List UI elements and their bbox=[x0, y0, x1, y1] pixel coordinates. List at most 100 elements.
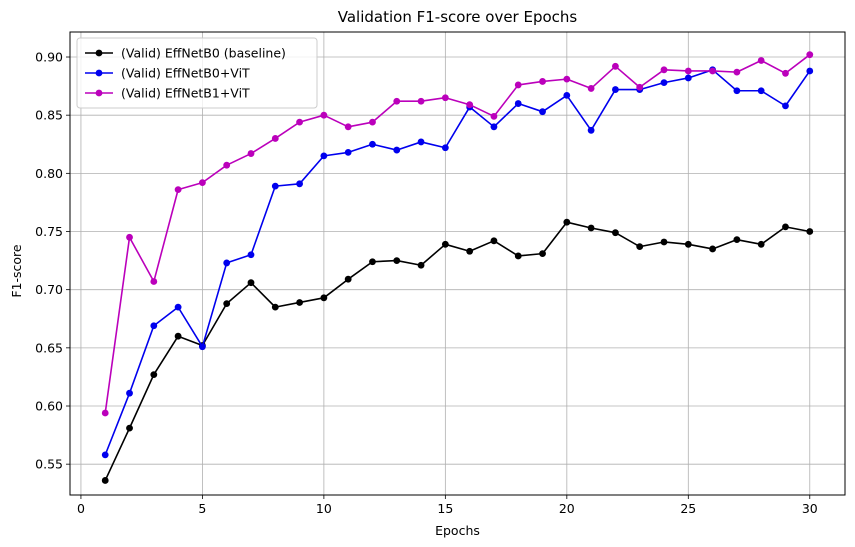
data-point bbox=[660, 238, 668, 246]
x-tick-label: 20 bbox=[559, 501, 575, 516]
data-point bbox=[441, 240, 449, 248]
data-point bbox=[563, 92, 571, 99]
data-point bbox=[247, 150, 255, 157]
data-point bbox=[101, 451, 109, 459]
data-point bbox=[612, 229, 619, 237]
data-point bbox=[466, 101, 474, 109]
data-point bbox=[539, 108, 546, 116]
data-point bbox=[344, 275, 352, 283]
data-point bbox=[684, 240, 692, 248]
data-point bbox=[417, 261, 425, 269]
data-point bbox=[563, 218, 571, 226]
data-point bbox=[417, 138, 425, 146]
y-tick-label: 0.80 bbox=[35, 166, 63, 181]
y-tick-label: 0.75 bbox=[35, 224, 63, 239]
data-point bbox=[514, 252, 522, 260]
data-point bbox=[782, 69, 789, 77]
data-point bbox=[101, 477, 109, 484]
data-point bbox=[514, 81, 522, 89]
y-tick-label: 0.60 bbox=[35, 399, 63, 414]
data-point bbox=[344, 149, 352, 156]
data-point bbox=[150, 322, 158, 330]
legend-marker bbox=[95, 89, 103, 97]
data-point bbox=[587, 224, 595, 232]
data-point bbox=[782, 223, 789, 231]
data-point bbox=[684, 67, 692, 75]
data-point bbox=[174, 186, 182, 194]
series-valid-effnetb0-vit bbox=[101, 66, 814, 459]
data-point bbox=[612, 62, 619, 70]
legend-item: (Valid) EffNetB0+ViT bbox=[85, 66, 250, 81]
legend-box bbox=[76, 37, 318, 109]
legend-item: (Valid) EffNetB0 (baseline) bbox=[85, 46, 286, 61]
data-point bbox=[101, 409, 109, 417]
legend-label: (Valid) EffNetB0+ViT bbox=[121, 66, 250, 81]
data-point bbox=[587, 85, 595, 92]
data-point bbox=[271, 303, 279, 311]
data-point bbox=[733, 236, 741, 244]
data-point bbox=[490, 112, 498, 120]
data-point bbox=[490, 237, 498, 245]
data-point bbox=[466, 247, 474, 255]
data-point bbox=[223, 300, 231, 308]
data-point bbox=[733, 87, 741, 95]
legend-marker bbox=[95, 49, 103, 57]
data-point bbox=[393, 97, 401, 105]
data-point bbox=[223, 259, 231, 267]
data-point bbox=[417, 97, 425, 105]
data-point bbox=[612, 86, 619, 93]
data-point bbox=[296, 118, 303, 126]
series-valid-effnetb1-vit bbox=[101, 51, 814, 417]
chart-title: Validation F1-score over Epochs bbox=[338, 8, 578, 26]
plot-frame bbox=[69, 31, 846, 496]
data-point bbox=[296, 180, 303, 188]
data-point bbox=[660, 66, 668, 74]
grid bbox=[70, 32, 845, 495]
data-point bbox=[587, 126, 595, 134]
data-point bbox=[806, 67, 814, 75]
data-point bbox=[271, 135, 279, 142]
legend-label: (Valid) EffNetB1+ViT bbox=[121, 86, 250, 101]
data-point bbox=[636, 83, 644, 91]
data-point bbox=[174, 332, 182, 340]
data-point bbox=[199, 343, 206, 351]
series-line bbox=[104, 221, 810, 481]
x-axis-label: Epochs bbox=[435, 523, 480, 538]
data-point bbox=[539, 78, 546, 85]
series-layer bbox=[101, 51, 814, 484]
data-point bbox=[539, 250, 546, 258]
data-point bbox=[320, 152, 328, 160]
x-tick-label: 10 bbox=[316, 501, 332, 516]
data-point bbox=[709, 245, 716, 253]
data-point bbox=[757, 240, 765, 248]
data-point bbox=[369, 118, 376, 126]
data-point bbox=[150, 371, 158, 378]
data-point bbox=[563, 75, 571, 83]
data-point bbox=[441, 94, 449, 102]
data-point bbox=[369, 258, 376, 266]
data-point bbox=[199, 179, 206, 187]
x-tick-label: 15 bbox=[437, 501, 453, 516]
data-point bbox=[320, 294, 328, 302]
data-point bbox=[393, 146, 401, 154]
data-point bbox=[126, 424, 133, 432]
data-point bbox=[757, 87, 765, 95]
data-point bbox=[369, 140, 376, 148]
y-tick-label: 0.55 bbox=[35, 457, 63, 472]
data-point bbox=[806, 51, 814, 59]
legend: (Valid) EffNetB0 (baseline) (Valid) EffNe… bbox=[76, 37, 318, 109]
data-point bbox=[271, 182, 279, 190]
series-line bbox=[104, 69, 811, 456]
y-tick-label: 0.65 bbox=[35, 340, 63, 355]
y-tick-label: 0.90 bbox=[35, 50, 63, 65]
data-point bbox=[393, 257, 401, 264]
data-point bbox=[247, 251, 255, 259]
data-point bbox=[441, 144, 449, 152]
data-point bbox=[709, 67, 716, 75]
x-tick-label: 30 bbox=[802, 501, 818, 516]
data-point bbox=[223, 161, 231, 169]
data-point bbox=[490, 123, 498, 131]
data-point bbox=[684, 74, 692, 82]
data-point bbox=[660, 79, 668, 87]
